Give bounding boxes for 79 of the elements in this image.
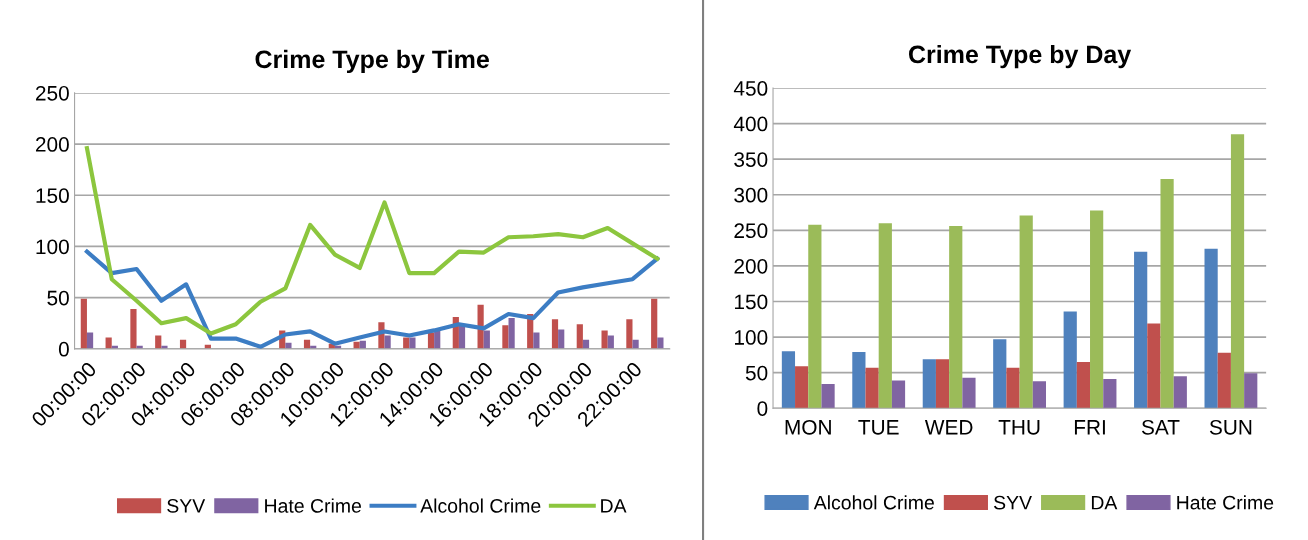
bar [1006, 367, 1020, 409]
y-tick-label: 0 [757, 401, 768, 416]
bar [551, 319, 559, 349]
bar [1147, 323, 1161, 409]
bar [576, 324, 583, 349]
x-tick-label: SUN [1209, 419, 1252, 435]
bar [1230, 134, 1245, 409]
bar [962, 377, 976, 409]
bar [993, 339, 1007, 409]
bar [632, 339, 639, 349]
bar [651, 298, 658, 349]
bar [508, 318, 515, 349]
y-tick-label: 50 [47, 290, 69, 306]
y-tick-label: 250 [734, 223, 768, 239]
legend-label: Alcohol Crime [813, 495, 934, 510]
bar [891, 380, 906, 409]
bar [949, 226, 963, 409]
bar [558, 329, 565, 349]
y-tick-label: 150 [735, 294, 768, 310]
x-tick-label: THU [998, 420, 1040, 435]
y-tick-label: 400 [733, 116, 768, 132]
line-series [84, 249, 660, 349]
legend-label: DA [601, 499, 627, 513]
bar [1090, 210, 1104, 409]
bar [285, 342, 292, 349]
bar [601, 330, 608, 349]
bar [1217, 352, 1231, 409]
bar [502, 325, 509, 349]
y-tick-label: 200 [734, 258, 768, 274]
y-tick-label: 350 [734, 152, 768, 167]
legend-label: DA [1091, 495, 1118, 510]
bar [1173, 376, 1187, 409]
y-tick-label: 100 [36, 239, 69, 255]
y-tick-label: 100 [735, 330, 768, 345]
bar [1076, 361, 1091, 409]
y-tick-label: 200 [35, 137, 69, 152]
bar [821, 384, 835, 409]
bar [80, 298, 87, 349]
chart-title: Crime Type by Time [255, 49, 489, 74]
y-tick-label: 0 [58, 341, 69, 357]
y-tick-label: 50 [745, 365, 768, 381]
x-tick-label: TUE [858, 420, 899, 435]
x-tick-label: WED [924, 420, 973, 435]
bar [795, 366, 809, 409]
chart-title: Crime Type by Day [909, 44, 1132, 69]
legend-label: Alcohol Crime [420, 498, 541, 513]
bar [533, 332, 540, 349]
bar [781, 351, 796, 409]
bar [865, 367, 879, 409]
bar [852, 352, 866, 409]
bar [808, 224, 822, 409]
bar [1134, 251, 1148, 409]
y-tick-label: 300 [734, 187, 768, 203]
bar [1063, 311, 1077, 409]
bar [1032, 381, 1046, 409]
bar [626, 319, 633, 349]
bar [878, 223, 892, 409]
bar [1019, 215, 1033, 409]
legend-label: SYV [994, 495, 1032, 510]
legend-label: Hate Crime [1177, 495, 1274, 510]
x-tick-label: SAT [1141, 419, 1180, 435]
bar [1244, 373, 1258, 409]
y-tick-label: 150 [36, 188, 69, 204]
bar [922, 359, 936, 409]
y-tick-label: 250 [35, 85, 69, 101]
line-series [84, 146, 660, 336]
bar [130, 308, 137, 349]
bar [935, 359, 950, 409]
legend-label: Hate Crime [265, 498, 361, 513]
bar [86, 332, 94, 349]
bar [1103, 379, 1117, 409]
bar [483, 330, 490, 349]
legend-label: SYV [167, 498, 206, 513]
x-tick-label: MON [785, 419, 831, 435]
y-tick-label: 450 [733, 81, 768, 96]
bar [1204, 248, 1218, 409]
bar [1160, 179, 1174, 409]
x-tick-label: FRI [1074, 420, 1105, 435]
bar [409, 337, 416, 349]
